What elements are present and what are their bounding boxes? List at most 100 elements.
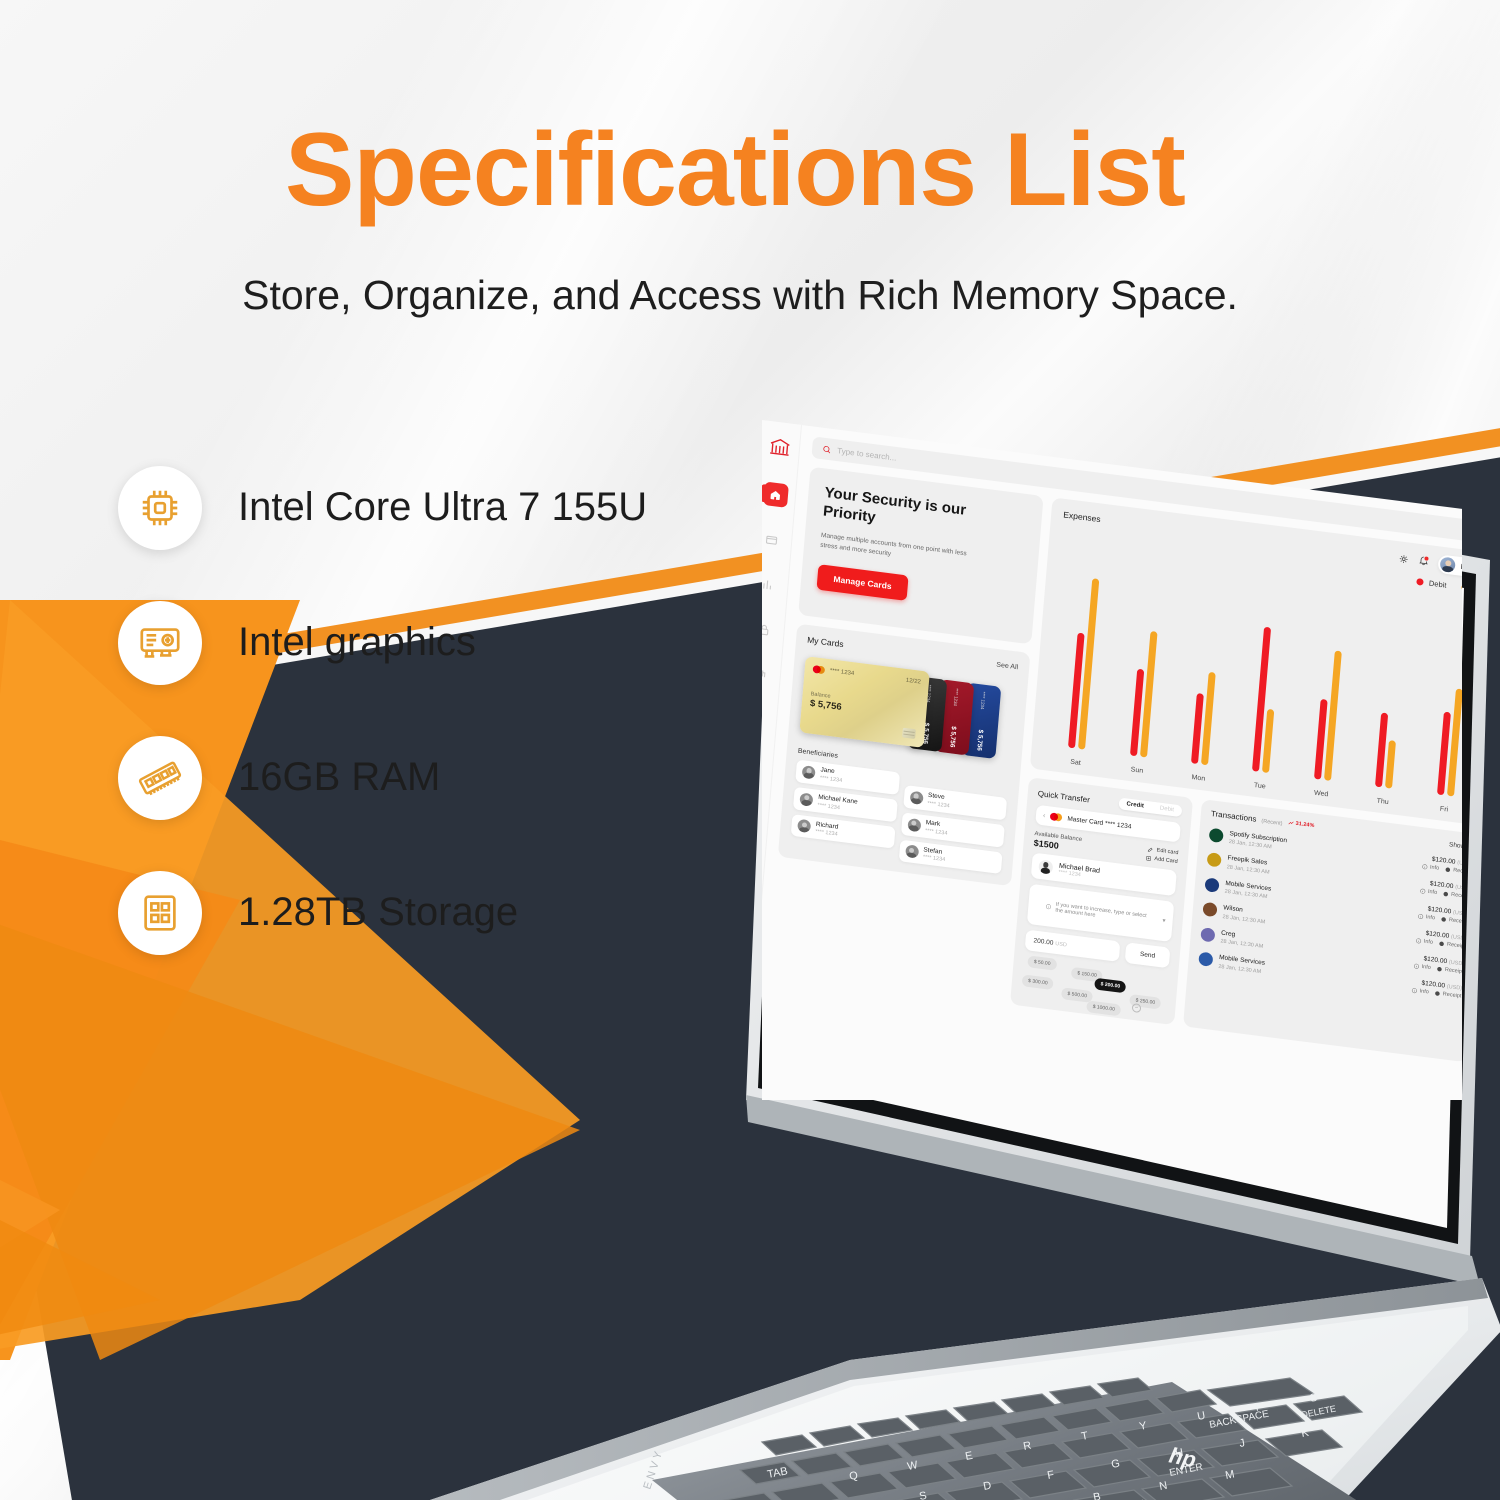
svg-text:K: K — [1300, 1427, 1310, 1440]
collapse-icon[interactable]: − — [1131, 1003, 1142, 1014]
merchant-icon — [1208, 827, 1224, 844]
legend-item-credit: Credit — [1461, 583, 1462, 596]
sidebar-item-home[interactable] — [762, 481, 789, 508]
credit-debit-toggle[interactable]: Credit Debit — [1118, 797, 1183, 818]
svg-text:W: W — [906, 1459, 919, 1473]
toggle-option-credit[interactable]: Credit — [1126, 801, 1145, 810]
amount-hint-dropdown[interactable]: If you want to increase, type or select … — [1026, 883, 1175, 942]
bar-chart: Sat Sun Mon Tue Wed Thu Fri — [1046, 560, 1462, 814]
transactions-scope: (Recent) — [1261, 818, 1283, 828]
table-row[interactable]: Creg 28 Jan, 12:30 AM $120.00 (USD) Info Rec… — [1200, 922, 1462, 980]
quick-amount-chip[interactable]: $ 300.00 — [1021, 974, 1055, 991]
bell-icon[interactable] — [1418, 555, 1430, 569]
info-button[interactable]: Info — [1415, 938, 1433, 946]
user-menu[interactable]: Rishabh — [1437, 554, 1462, 581]
see-all-link[interactable]: See All — [995, 661, 1019, 672]
credit-card-primary[interactable]: **** 1234 12/22 Balance $ 5,756 — [799, 656, 930, 748]
receipt-icon — [1439, 941, 1445, 947]
security-banner: Your Security is our Priority Manage mul… — [798, 466, 1044, 645]
receipt-button[interactable]: Receipt — [1434, 990, 1462, 1000]
receipt-button[interactable]: Receipt — [1439, 941, 1462, 950]
spec-label: 16GB RAM — [238, 755, 441, 799]
info-button[interactable]: Info — [1413, 963, 1431, 971]
mastercard-logo — [812, 664, 826, 675]
amount-value: 200.00 — [1033, 937, 1054, 947]
receipt-button[interactable]: Receipt — [1441, 916, 1462, 925]
storage-chip-icon — [118, 870, 202, 955]
merchant-icon — [1206, 852, 1222, 868]
avatar — [904, 844, 919, 859]
merchant-icon — [1200, 926, 1216, 943]
avatar — [1440, 556, 1457, 574]
receipt-button[interactable]: Receipt — [1445, 866, 1462, 876]
bank-logo[interactable] — [768, 435, 792, 459]
quick-amount-chip[interactable]: $ 200.00 — [1094, 977, 1127, 994]
merchant-icon — [1204, 877, 1220, 893]
dashboard-main: Type to search... Your Security is our P… — [762, 425, 1462, 1100]
receipt-icon — [1435, 991, 1440, 996]
add-card-button[interactable]: Add Card — [1145, 855, 1178, 865]
info-icon — [1418, 913, 1424, 919]
info-icon — [1422, 864, 1428, 870]
avatar — [909, 790, 924, 805]
chevron-down-icon[interactable]: ▾ — [1162, 918, 1166, 925]
hint-text: If you want to increase, type or select … — [1055, 901, 1147, 920]
table-row[interactable]: Mobile Services 28 Jan, 12:30 AM $120.00 (… — [1204, 872, 1462, 930]
info-button[interactable]: Info — [1418, 913, 1435, 921]
sidebar-item-profile[interactable] — [762, 706, 770, 732]
quick-amount-chip[interactable]: $ 50.00 — [1027, 955, 1057, 971]
bar-credit — [1262, 709, 1275, 774]
show-all-link[interactable]: Show All — [1448, 841, 1462, 851]
spec-list: Intel Core Ultra 7 155U Intel graphics — [118, 440, 878, 980]
status-badge: 31.24% — [1287, 820, 1315, 829]
edit-card-button[interactable]: Edit card — [1147, 846, 1179, 856]
svg-text:F: F — [1046, 1469, 1055, 1482]
expenses-chart-panel: Expenses — [1029, 497, 1462, 827]
table-row[interactable]: Spotify Subscription 28 Jan, 12:30 AM $120… — [1208, 823, 1462, 881]
dashboard-topbar: Rishabh — [1398, 549, 1462, 581]
table-row[interactable]: Wilson 28 Jan, 12:30 AM $120.00 (USD) Info R… — [1202, 897, 1462, 955]
gear-icon[interactable] — [1398, 553, 1410, 565]
quick-amount-chip[interactable]: $ 500.00 — [1060, 987, 1094, 1003]
search-icon — [823, 445, 831, 453]
beneficiaries-column-left: Jane **** 1234 Michael Kane **** 1234 — [790, 759, 900, 861]
pencil-icon — [1148, 847, 1153, 852]
legend-swatch — [1416, 578, 1425, 586]
quick-amount-chip[interactable]: $ 1000.00 — [1086, 1000, 1122, 1017]
svg-text:D: D — [982, 1480, 992, 1493]
sidebar-item-messages[interactable] — [762, 661, 773, 687]
sidebar-item-analytics[interactable] — [762, 571, 781, 597]
search-input[interactable]: Type to search... — [811, 436, 1462, 547]
table-row[interactable]: Freepik Sales 28 Jan, 12:30 AM $120.00 (US… — [1206, 848, 1462, 906]
x-axis-tick-label: Mon — [1191, 774, 1206, 783]
bar-credit — [1323, 650, 1342, 781]
svg-text:R: R — [1022, 1440, 1032, 1453]
manage-cards-button[interactable]: Manage Cards — [816, 563, 909, 601]
transactions-panel: Transactions (Recent) 31.24% Show All Sp… — [1182, 799, 1462, 1063]
send-button[interactable]: Send — [1124, 942, 1171, 969]
x-axis-tick-label: Wed — [1313, 789, 1329, 799]
spec-row-ram: 16GB RAM — [118, 710, 878, 845]
my-cards-title: My Cards — [806, 634, 844, 650]
info-button[interactable]: Info — [1420, 888, 1437, 896]
x-axis-tick-label: Tue — [1253, 782, 1266, 791]
avatar — [906, 817, 921, 832]
my-cards-panel: My Cards See All **** 1234 $ 5,756 **** … — [777, 623, 1031, 887]
receipt-icon — [1441, 917, 1447, 922]
svg-text:N: N — [1158, 1480, 1168, 1493]
cards-stack: **** 1234 $ 5,756 **** 1234 $ 5,756 ****… — [799, 654, 1017, 765]
sidebar-item-cards[interactable] — [762, 526, 785, 552]
sidebar-item-security[interactable] — [762, 616, 777, 642]
table-row[interactable]: Mobile Services 28 Jan, 12:30 AM $120.00 (… — [1198, 947, 1462, 1005]
info-button[interactable]: Info — [1411, 988, 1429, 996]
svg-text:H: H — [1174, 1447, 1184, 1460]
user-name: Rishabh — [1460, 562, 1462, 574]
info-button[interactable]: Info — [1422, 864, 1439, 872]
toggle-option-debit[interactable]: Debit — [1159, 805, 1175, 814]
search-placeholder: Type to search... — [836, 445, 897, 463]
receipt-button[interactable]: Receipt — [1437, 966, 1462, 975]
info-icon — [1414, 963, 1420, 969]
chevron-left-icon[interactable]: ‹ — [1042, 811, 1046, 820]
receipt-button[interactable]: Receipt — [1443, 891, 1462, 901]
chart-legend: Debit Credit — [1416, 577, 1462, 596]
